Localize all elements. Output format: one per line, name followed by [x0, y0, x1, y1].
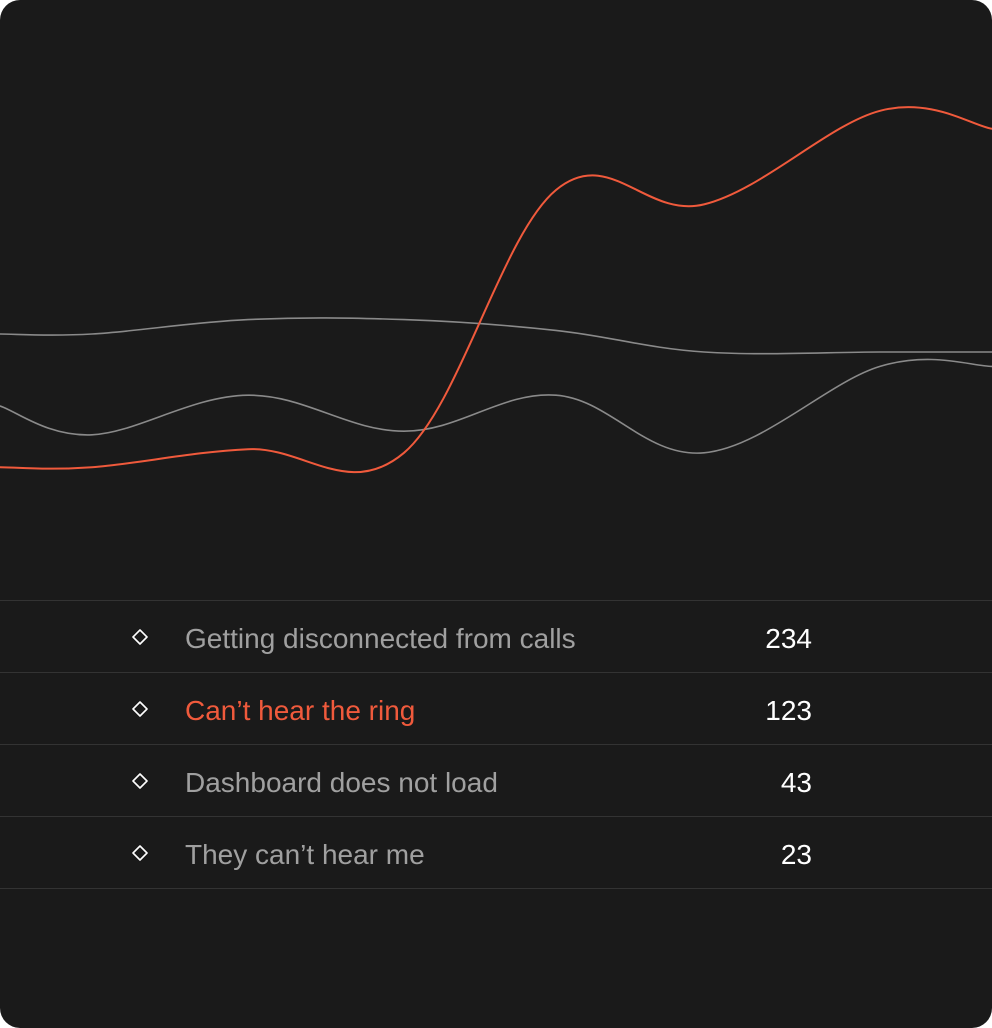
series-line-2	[0, 317, 992, 355]
diamond-outline-icon	[132, 629, 148, 645]
issue-row-0[interactable]: Getting disconnected from calls 234	[0, 600, 992, 672]
issue-label: They can’t hear me	[185, 839, 425, 870]
series-line-1	[0, 358, 992, 454]
issue-row-3[interactable]: They can’t hear me 23	[0, 816, 992, 889]
issue-label: Can’t hear the ring	[185, 695, 416, 726]
diamond-outline-icon	[132, 845, 148, 861]
series-line-0	[0, 106, 992, 474]
diamond-outline-icon	[132, 701, 148, 717]
issue-row-1[interactable]: Can’t hear the ring 123	[0, 672, 992, 744]
issue-count: 123	[765, 695, 812, 726]
issue-label: Getting disconnected from calls	[185, 623, 576, 654]
issue-list: Getting disconnected from calls 234 Can’…	[0, 600, 992, 889]
issue-count: 23	[780, 839, 812, 870]
issue-count: 234	[765, 623, 812, 654]
issue-count: 43	[780, 767, 812, 798]
issue-row-2[interactable]: Dashboard does not load 43	[0, 744, 992, 816]
issue-label: Dashboard does not load	[185, 767, 498, 798]
diamond-outline-icon	[132, 773, 148, 789]
trend-line-chart	[0, 106, 992, 474]
